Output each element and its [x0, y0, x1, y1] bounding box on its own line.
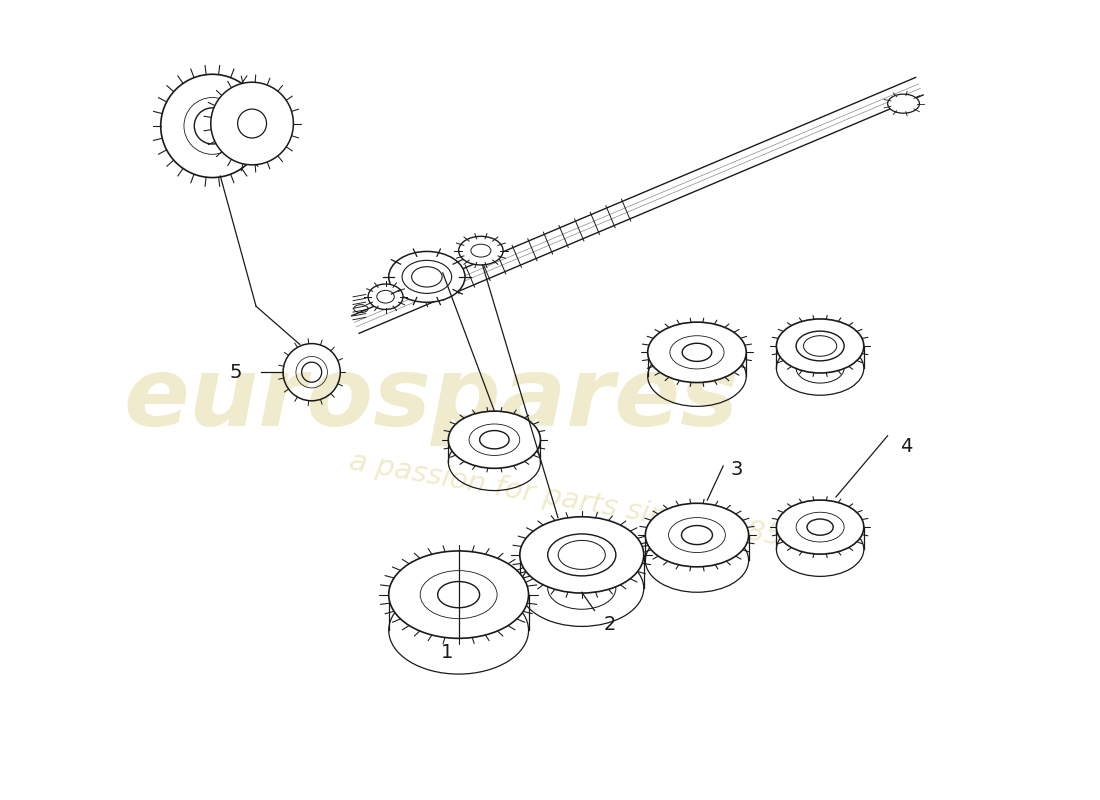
Text: eurospares: eurospares	[123, 354, 738, 446]
Ellipse shape	[888, 94, 920, 114]
Text: 3: 3	[730, 460, 743, 478]
Ellipse shape	[648, 322, 746, 382]
Ellipse shape	[449, 411, 540, 468]
Circle shape	[211, 82, 294, 165]
Text: a passion for parts since 1985: a passion for parts since 1985	[346, 447, 785, 551]
Ellipse shape	[777, 500, 864, 554]
Ellipse shape	[459, 236, 503, 265]
Text: 5: 5	[230, 362, 242, 382]
Ellipse shape	[796, 331, 844, 361]
Ellipse shape	[548, 534, 616, 576]
Ellipse shape	[646, 503, 749, 567]
Ellipse shape	[388, 551, 529, 638]
Text: 4: 4	[900, 437, 912, 455]
Ellipse shape	[777, 319, 864, 373]
Text: 2: 2	[604, 614, 616, 634]
Ellipse shape	[520, 517, 644, 593]
Ellipse shape	[388, 251, 465, 302]
Ellipse shape	[368, 284, 403, 310]
Text: 1: 1	[440, 643, 453, 662]
